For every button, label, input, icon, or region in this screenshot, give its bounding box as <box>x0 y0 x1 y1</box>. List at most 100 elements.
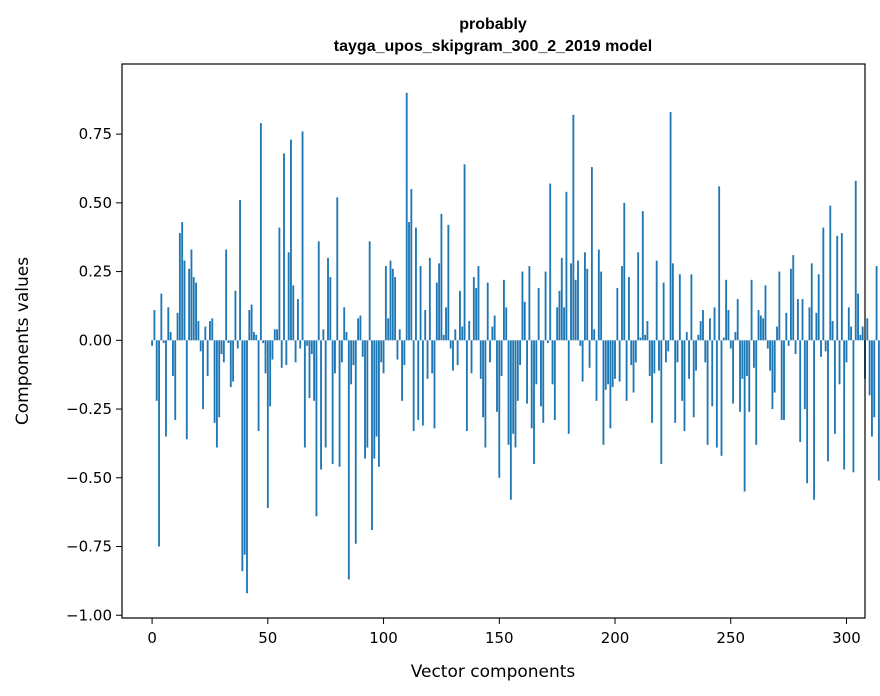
bar-component-230 <box>683 340 686 432</box>
bar-component-101 <box>384 266 387 341</box>
bar-component-280 <box>799 340 802 443</box>
bar-component-194 <box>600 271 603 341</box>
bar-component-187 <box>584 252 586 341</box>
chart-title-line2: tayga_upos_skipgram_300_2_2019 model <box>334 38 652 55</box>
bar-component-307 <box>861 326 864 341</box>
bar-component-148 <box>493 315 496 341</box>
bar-component-35 <box>232 340 235 382</box>
bar-component-57 <box>283 153 285 341</box>
bar-component-273 <box>783 340 785 421</box>
bar-component-79 <box>334 340 336 374</box>
bar-component-288 <box>817 274 820 341</box>
y-tick-label: 0.00 <box>79 331 112 349</box>
bar-component-263 <box>759 315 762 341</box>
bar-component-177 <box>560 257 563 341</box>
y-tick-label: −0.25 <box>66 400 112 418</box>
bar-component-286 <box>813 340 815 500</box>
y-tick-label: −0.50 <box>66 469 112 487</box>
bar-component-196 <box>604 340 607 390</box>
bar-component-83 <box>343 307 346 341</box>
bar-component-189 <box>588 340 591 368</box>
bar-component-167 <box>537 288 540 341</box>
bar-component-290 <box>822 227 825 341</box>
bar-component-106 <box>396 340 399 360</box>
bar-component-258 <box>748 340 751 412</box>
bar-component-309 <box>866 318 869 341</box>
bar-component-164 <box>530 340 533 429</box>
bar-component-131 <box>454 329 457 341</box>
bar-component-117 <box>421 340 424 426</box>
bar-component-165 <box>533 340 535 465</box>
bar-component-82 <box>340 340 343 363</box>
bar-component-114 <box>415 227 417 341</box>
bar-component-274 <box>785 312 788 341</box>
bar-component-250 <box>729 340 732 349</box>
bar-component-216 <box>651 340 653 423</box>
bar-component-311 <box>871 340 873 437</box>
bar-component-111 <box>408 222 410 341</box>
bar-component-210 <box>637 252 640 341</box>
bar-component-154 <box>507 340 510 445</box>
bar-component-183 <box>574 279 577 341</box>
bar-component-74 <box>322 329 325 341</box>
bar-component-156 <box>512 340 515 434</box>
bar-component-291 <box>824 340 827 352</box>
bar-component-243 <box>713 307 716 341</box>
bar-component-86 <box>350 340 353 385</box>
bar-component-169 <box>542 340 545 423</box>
bar-component-10 <box>174 340 177 421</box>
bar-component-266 <box>766 340 769 349</box>
plot-frame <box>121 63 866 619</box>
bar-component-53 <box>273 329 276 341</box>
bar-component-97 <box>375 340 378 437</box>
bar-component-65 <box>301 131 304 341</box>
bar-component-102 <box>387 318 390 341</box>
bar-component-119 <box>426 340 429 379</box>
x-axis-ticks: 0 50 100 150 200 250 300 <box>147 618 861 647</box>
bar-component-16 <box>188 268 191 341</box>
bar-component-138 <box>470 340 473 374</box>
bar-component-232 <box>688 340 691 379</box>
bar-component-234 <box>692 340 695 418</box>
bar-component-17 <box>190 249 193 341</box>
bar-component-299 <box>843 340 846 470</box>
bar-component-78 <box>331 340 334 465</box>
bar-component-193 <box>597 249 600 341</box>
bar-component-120 <box>428 257 431 341</box>
bar-component-62 <box>294 340 297 363</box>
bar-component-236 <box>697 334 700 341</box>
bar-component-81 <box>338 340 341 467</box>
bar-component-147 <box>491 326 494 341</box>
bar-component-292 <box>827 340 829 462</box>
bar-component-89 <box>357 318 360 341</box>
bar-component-68 <box>308 340 311 399</box>
x-tick-label: 300 <box>832 629 861 647</box>
bar-component-238 <box>702 310 704 341</box>
bar-component-269 <box>773 340 776 393</box>
bar-component-1 <box>153 310 156 341</box>
bar-component-48 <box>262 340 265 344</box>
bar-component-264 <box>762 318 765 341</box>
bar-component-59 <box>287 252 290 341</box>
bar-component-282 <box>803 340 806 410</box>
bar-component-71 <box>315 340 318 517</box>
bar-component-157 <box>514 340 517 448</box>
bar-component-211 <box>639 337 642 341</box>
bar-component-96 <box>373 340 376 459</box>
bar-component-28 <box>215 340 218 448</box>
bar-component-256 <box>743 340 746 492</box>
y-axis-ticks: −1.00 −0.75 −0.50 −0.25 0.00 0.25 0.50 0.75 <box>66 125 122 624</box>
bar-component-105 <box>394 277 397 341</box>
bar-component-14 <box>183 260 186 341</box>
x-tick-label: 150 <box>485 629 514 647</box>
bar-component-42 <box>248 310 251 341</box>
bar-component-93 <box>366 340 369 448</box>
bar-component-21 <box>199 340 202 352</box>
bar-component-310 <box>868 340 871 396</box>
bar-component-166 <box>535 340 538 385</box>
bar-component-94 <box>368 241 371 341</box>
bar-component-314 <box>877 340 880 481</box>
bar-component-159 <box>519 340 522 366</box>
bar-component-213 <box>644 334 647 341</box>
